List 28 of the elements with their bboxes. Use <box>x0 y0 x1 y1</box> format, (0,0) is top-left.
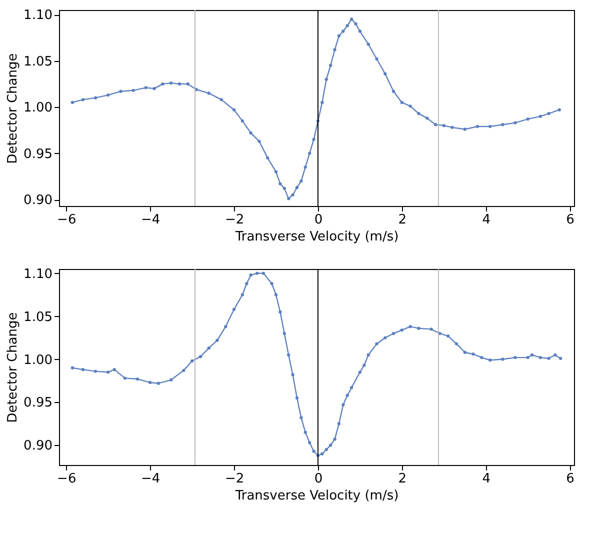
x-tick-label: −2 <box>224 472 244 486</box>
x-tick-label: −2 <box>224 212 244 228</box>
x-tick-label: 6 <box>566 472 574 486</box>
y-axis-title: Detector Change <box>6 312 21 423</box>
x-tick-label: 4 <box>482 212 490 228</box>
y-tick-label: 0.95 <box>24 146 52 162</box>
y-tick-label: 1.00 <box>24 352 52 368</box>
x-axis-title: Transverse Velocity (m/s) <box>234 488 399 504</box>
y-tick-label: 1.10 <box>24 8 52 24</box>
y-tick-label: 0.90 <box>24 438 52 454</box>
x-tick-label: −4 <box>140 212 160 228</box>
y-tick-label: 1.05 <box>24 54 52 70</box>
x-tick-label: 4 <box>482 472 490 486</box>
x-axis-title: Transverse Velocity (m/s) <box>234 230 399 244</box>
x-tick-label: −6 <box>57 472 76 486</box>
y-tick-label: 1.05 <box>24 310 52 325</box>
y-tick-label: 0.90 <box>24 193 52 208</box>
x-tick-label: 6 <box>566 212 574 228</box>
x-tick-label: 2 <box>398 472 407 486</box>
x-tick-label: 0 <box>314 212 323 228</box>
y-tick-label: 1.00 <box>24 100 52 116</box>
x-tick-label: −4 <box>140 472 160 486</box>
y-axis-title: Detector Change <box>6 53 21 164</box>
x-tick-label: 2 <box>398 212 407 228</box>
x-tick-label: −6 <box>57 212 76 228</box>
y-tick-label: 1.10 <box>24 266 52 282</box>
y-tick-label: 0.95 <box>24 396 52 411</box>
x-tick-label: 0 <box>314 472 323 486</box>
